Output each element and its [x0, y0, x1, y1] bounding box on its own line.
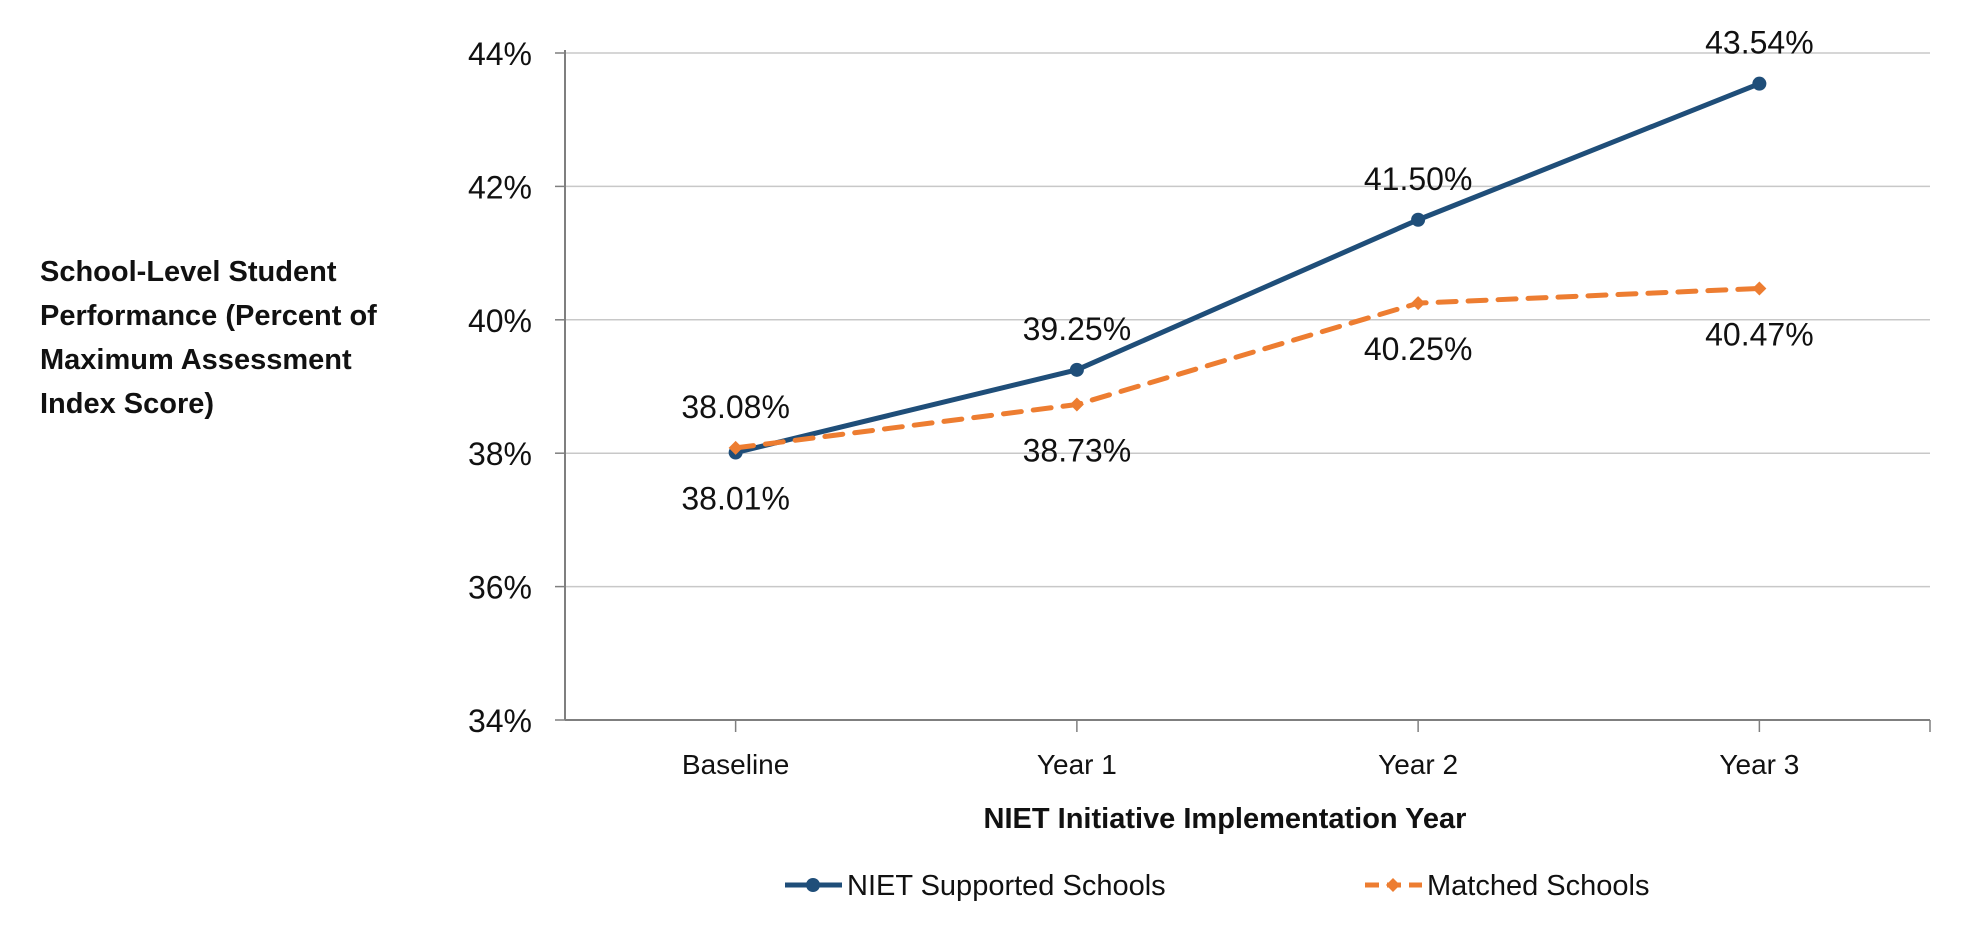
legend-label-niet: NIET Supported Schools [847, 870, 1166, 902]
data-label: 38.73% [1023, 433, 1132, 469]
y-axis-label: School-Level Student Performance (Percen… [40, 250, 420, 426]
y-tick-labels: 34% 36% 38% 40% 42% 44% [468, 36, 532, 739]
y-tick-label: 42% [468, 169, 532, 205]
x-tick-label: Year 3 [1719, 749, 1799, 780]
axes [555, 50, 1931, 732]
legend-label-matched: Matched Schools [1427, 870, 1649, 902]
x-axis-label: NIET Initiative Implementation Year [984, 803, 1467, 835]
data-label: 41.50% [1364, 161, 1473, 197]
y-tick-label: 34% [468, 703, 532, 739]
data-point-matched [1752, 281, 1767, 296]
data-point-matched [1069, 397, 1084, 412]
y-tick-label: 36% [468, 570, 532, 606]
y-axis-label-line: Maximum Assessment [40, 344, 352, 376]
data-point-niet [1752, 76, 1767, 91]
y-axis-label-line: Index Score) [40, 388, 215, 420]
y-tick-label: 44% [468, 36, 532, 72]
y-axis-label-line: Performance (Percent of [40, 300, 377, 332]
series-group [728, 76, 1767, 460]
x-tick-label: Baseline [682, 749, 789, 780]
x-tick-label: Year 2 [1378, 749, 1458, 780]
data-point-matched [1411, 296, 1426, 311]
data-label: 40.47% [1705, 316, 1814, 352]
data-labels: 38.08% 38.01% 39.25% 38.73% 41.50% 40.25% 43.5… [681, 25, 1813, 517]
data-label: 38.01% [681, 481, 790, 517]
legend: NIET Supported Schools Matched Schools [785, 870, 1649, 902]
data-label: 43.54% [1705, 25, 1814, 61]
series-line-niet [733, 81, 1762, 456]
data-point-matched [728, 440, 743, 455]
x-tick-label: Year 1 [1037, 749, 1117, 780]
legend-marker [806, 878, 820, 892]
series-line-matched [733, 285, 1762, 451]
gridlines [565, 52, 1930, 588]
y-tick-label: 40% [468, 303, 532, 339]
x-tick-labels: Baseline Year 1 Year 2 Year 3 [682, 749, 1799, 780]
y-axis-label-line: School-Level Student [40, 256, 337, 288]
data-label: 40.25% [1364, 331, 1473, 367]
data-point-niet [1069, 362, 1084, 377]
data-label: 38.08% [681, 389, 790, 425]
data-point-niet [1411, 212, 1426, 227]
y-tick-label: 38% [468, 436, 532, 472]
data-label: 39.25% [1023, 311, 1132, 347]
legend-marker [1386, 878, 1400, 892]
